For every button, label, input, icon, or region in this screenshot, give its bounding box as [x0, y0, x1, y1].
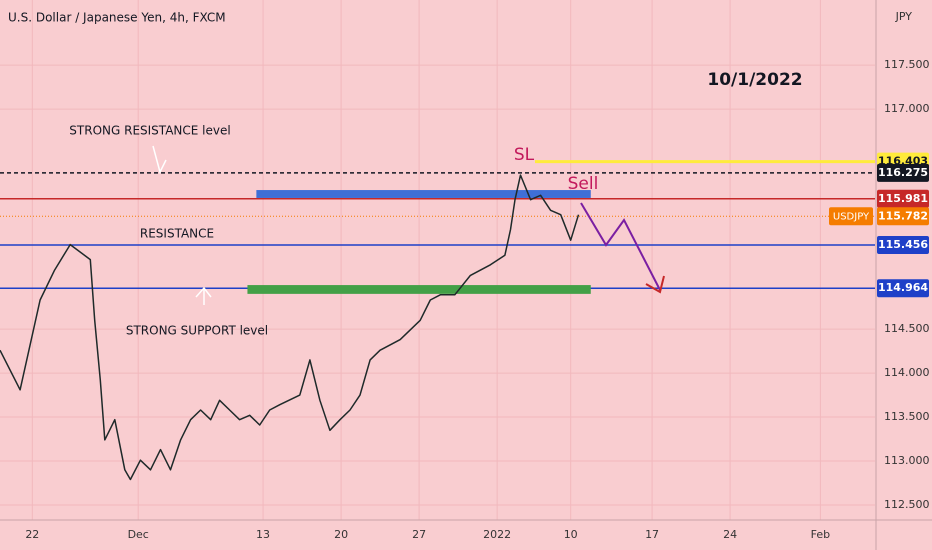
symbol-badge [829, 207, 873, 226]
price-badge-label: 116.275 [878, 166, 928, 179]
y-tick-label: 117.000 [884, 102, 930, 115]
resistance-note: STRONG RESISTANCE level [69, 124, 230, 138]
y-tick-label: 114.000 [884, 366, 930, 379]
y-tick-label: 117.500 [884, 58, 930, 71]
price-badge [877, 207, 929, 226]
price-zone [256, 190, 591, 198]
symbol-badge-label: USDJPY [833, 211, 870, 222]
price-badge-label: 114.964 [878, 281, 928, 294]
price-badge [877, 279, 929, 298]
x-tick-label: 24 [723, 528, 737, 541]
currency-label: JPY [895, 10, 913, 23]
y-tick-label: 112.500 [884, 498, 930, 511]
price-zone [247, 285, 591, 294]
x-tick-label: Dec [128, 528, 149, 541]
x-tick-label: 2022 [483, 528, 511, 541]
sell-label: Sell [568, 174, 599, 194]
price-badge-label: 115.456 [878, 238, 928, 251]
price-badge [877, 163, 929, 182]
projection-path [580, 202, 661, 291]
x-tick-label: 13 [256, 528, 270, 541]
price-badge [877, 235, 929, 254]
x-tick-label: 27 [412, 528, 426, 541]
date-note: 10/1/2022 [707, 70, 802, 90]
arrow-down [152, 145, 167, 175]
projection-head [645, 275, 665, 294]
price-badge-label: 115.782 [878, 209, 928, 222]
x-tick-label: 17 [645, 528, 659, 541]
y-tick-label: 113.000 [884, 454, 930, 467]
x-tick-label: 10 [564, 528, 578, 541]
price-badge-label: 115.981 [878, 192, 928, 205]
x-tick-label: 20 [334, 528, 348, 541]
x-tick-label: Feb [811, 528, 830, 541]
chart-title: U.S. Dollar / Japanese Yen, 4h, FXCM [8, 11, 226, 25]
price-badge [877, 189, 929, 208]
y-tick-label: 114.500 [884, 322, 930, 335]
x-tick-label: 22 [25, 528, 39, 541]
y-tick-label: 113.500 [884, 410, 930, 423]
support-note: STRONG SUPPORT level [126, 324, 268, 338]
resistance-label: RESISTANCE [140, 227, 214, 241]
price-line [0, 174, 580, 481]
sl-label: SL [514, 145, 535, 165]
